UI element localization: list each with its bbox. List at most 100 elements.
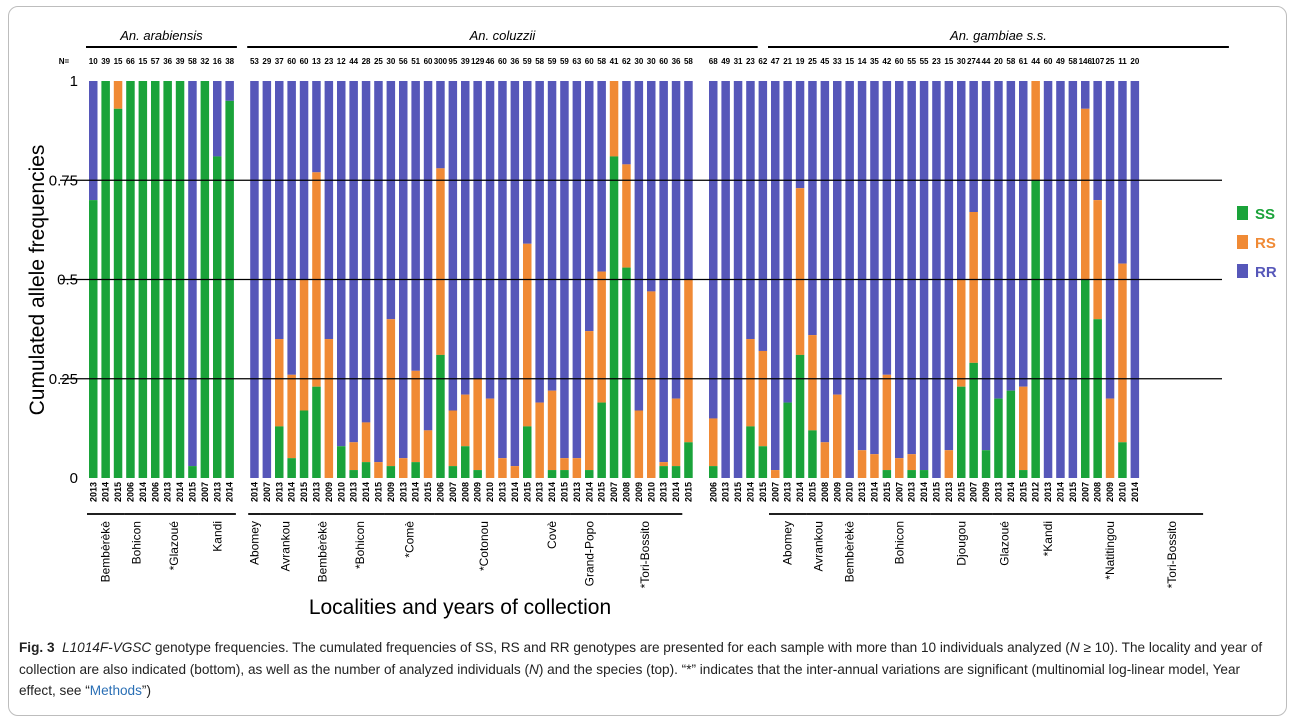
bar-segment-rs: [361, 422, 371, 463]
bar-segment-rr: [647, 81, 656, 292]
year-tick-label: 2015: [882, 482, 892, 502]
caption-text-2: ≥ 10). The locality and year of collecti…: [19, 640, 1263, 677]
n-value-label: 49: [1056, 57, 1065, 66]
year-tick-label: 2015: [1018, 482, 1028, 502]
year-tick-label: 2015: [299, 482, 309, 502]
bar-segment-rr: [287, 81, 296, 375]
n-value-label: 58: [535, 57, 544, 66]
bar-segment-ss: [275, 426, 284, 478]
bar-segment-ss: [981, 450, 991, 478]
bar-segment-rr: [659, 81, 668, 463]
year-tick-label: 2009: [1105, 482, 1115, 502]
bar-segment-rr: [771, 81, 780, 471]
bar-segment-ss: [411, 462, 420, 478]
bar-segment-rr: [448, 81, 458, 411]
bar-segment-rs: [1081, 108, 1090, 280]
gene-name: L1014F-VGSC: [62, 640, 152, 655]
bar-segment-ss: [1006, 390, 1016, 478]
year-tick-label: 2013: [944, 482, 954, 502]
n-value-label: 33: [833, 57, 842, 66]
locality-label: Abomey: [247, 521, 261, 565]
bar-segment-ss: [213, 156, 222, 478]
bar-segment-rs: [1118, 263, 1127, 443]
bar-segment-ss: [461, 446, 470, 478]
year-tick-label: 2010: [485, 482, 495, 502]
bar-segment-rr: [337, 81, 346, 447]
year-tick-label: 2013: [783, 482, 793, 502]
year-tick-label: 2013: [659, 482, 669, 502]
bar-segment-rr: [795, 81, 805, 189]
bar-segment-rs: [399, 458, 408, 478]
locality-label: Djougou: [954, 521, 968, 566]
n-value-label: 63: [572, 57, 581, 66]
bar-segment-ss: [386, 466, 396, 478]
year-tick-label: 2014: [138, 482, 148, 502]
year-tick-label: 2014: [101, 482, 111, 502]
bar-segment-rs: [1093, 200, 1102, 320]
bar-segment-ss: [1031, 180, 1040, 478]
bar-segment-rr: [423, 81, 433, 431]
locality-label: *Kandi: [1041, 521, 1055, 556]
bar-segment-rr: [671, 81, 681, 399]
n-value-label: 51: [411, 57, 420, 66]
year-tick-label: 2014: [510, 482, 520, 502]
legend-label-rs: RS: [1255, 235, 1276, 252]
year-tick-label: 2013: [721, 482, 731, 502]
n-value-label: 36: [163, 57, 172, 66]
year-tick-label: 2013: [88, 482, 98, 502]
bar-segment-rr: [510, 81, 520, 467]
n-value-label: 14: [858, 57, 867, 66]
year-tick-label: 2010: [646, 482, 656, 502]
bar-segment-rr: [485, 81, 495, 399]
bar-segment-rs: [473, 378, 482, 471]
bar-segment-rr: [870, 81, 879, 455]
year-tick-label: 2014: [175, 482, 185, 502]
bar-segment-ss: [609, 156, 619, 478]
bar-segment-rs: [907, 454, 916, 471]
bar-segment-rr: [560, 81, 569, 459]
caption-text-3: ) and the species (top). “*” indicates t…: [19, 661, 1241, 699]
bar-segment-rs: [870, 454, 879, 478]
bar-segment-ss: [758, 446, 768, 478]
bar-segment-rs: [535, 402, 544, 478]
bar-segment-rr: [473, 81, 482, 379]
bar-segment-rr: [1105, 81, 1115, 399]
year-tick-label: 2015: [1068, 482, 1078, 502]
year-tick-label: 2013: [907, 482, 917, 502]
n-value-label: 60: [424, 57, 433, 66]
n-value-label: 15: [845, 57, 854, 66]
bar-segment-rs: [957, 279, 966, 387]
bar-segment-rs: [572, 458, 582, 478]
n-value-label: 30: [634, 57, 643, 66]
year-tick-label: 2014: [795, 482, 805, 502]
locality-label: Avrankou: [278, 521, 292, 571]
bar-segment-rs: [647, 291, 656, 478]
genotype-chart: 1020133920141520156620061520145720063620…: [26, 28, 1277, 619]
locality-label: *Tori-Bossito: [1165, 521, 1179, 589]
n-value-label: 62: [758, 57, 767, 66]
bar-segment-ss: [957, 386, 966, 478]
bar-segment-ss: [547, 470, 557, 478]
bar-segment-ss: [337, 446, 346, 478]
bar-segment-rs: [1105, 398, 1115, 478]
n-value-label: 25: [1106, 57, 1115, 66]
n-value-label: 129: [471, 57, 485, 66]
year-tick-label: 2015: [758, 482, 768, 502]
n-value-label: 59: [548, 57, 557, 66]
bar-segment-rs: [510, 466, 520, 478]
year-tick-label: 2014: [411, 482, 421, 502]
locality-label: Glazoué: [998, 521, 1012, 566]
bar-segment-rr: [907, 81, 916, 455]
bar-segment-rr: [882, 81, 892, 375]
year-tick-label: 2013: [398, 482, 408, 502]
bar-segment-ss: [783, 402, 792, 478]
methods-link[interactable]: Methods: [89, 683, 142, 698]
year-tick-label: 2014: [1055, 482, 1065, 502]
n-prefix-label: N=: [59, 57, 70, 66]
locality-label: *Natitingou: [1103, 521, 1117, 580]
bar-segment-rs: [969, 212, 978, 363]
n-value-label: 29: [262, 57, 271, 66]
year-tick-label: 2015: [597, 482, 607, 502]
n-value-label: 36: [510, 57, 519, 66]
bar-segment-rs: [609, 81, 619, 157]
